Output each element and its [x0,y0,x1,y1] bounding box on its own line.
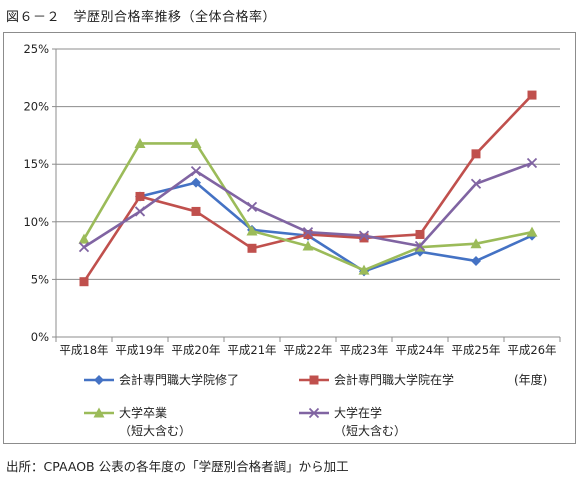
data-point [190,137,202,148]
legend-marker [94,375,104,385]
data-point [134,137,146,148]
y-axis: 0% 5% 10% 15% 20% 25% [23,42,57,344]
x-tick-label: 平成23年 [339,343,388,357]
series-3 [78,137,538,275]
x-tick-label: 平成26年 [507,343,556,357]
data-point [78,242,90,253]
y-tick-label: 5% [31,272,49,286]
y-tick-label: 10% [23,215,49,229]
legend-item: 会計専門職大学院在学 [299,372,454,387]
x-marker-stroke [308,407,320,419]
series-1 [135,177,537,277]
series-line [82,142,533,272]
data-point [191,206,201,216]
legend-marker [308,407,320,419]
y-tick-label: 20% [23,100,49,114]
data-point [358,230,370,241]
y-tick-label: 15% [23,157,49,171]
data-point [302,227,314,238]
x-marker-stroke [414,240,426,252]
legend-marker [93,407,105,418]
x-marker-stroke [190,165,202,177]
series-line [82,94,533,283]
series-4 [78,157,538,253]
data-point [303,229,313,239]
x-tick-label: 平成20年 [171,343,220,357]
x-marker-stroke [470,178,482,189]
y-tick-label: 25% [23,42,49,56]
data-point [302,240,314,251]
x-axis: 平成18年 平成19年 平成20年 平成21年 平成22年 平成23年 平成24年 平成25年… [55,337,561,357]
data-point [471,149,481,159]
legend-label: 大学卒業 [119,405,167,420]
legend-label: 会計専門職大学院修了 [119,372,239,387]
data-point [246,225,258,236]
data-point [135,191,145,201]
data-point [527,90,537,100]
legend-label: 大学在学 [334,405,382,420]
legend-marker [309,375,319,385]
data-point [526,157,538,169]
x-unit-label: (年度) [514,372,547,387]
figure-title: 図６－２ 学歴別合格率推移（全体合格率） [6,10,277,25]
data-point [470,238,482,249]
x-marker-stroke [526,157,538,169]
data-point [246,201,258,212]
data-point [470,178,482,189]
data-point [359,233,369,243]
data-point [134,206,146,217]
data-point [414,240,426,252]
legend-item: 大学卒業 （短大含む） [84,405,191,438]
data-point [415,229,425,239]
data-point [526,226,538,237]
source-note: 出所：CPAAOB 公表の各年度の「学歴別合格者調」から加工 [6,459,349,474]
x-tick-label: 平成21年 [227,343,276,357]
x-marker-stroke [358,230,370,241]
gridlines [56,48,560,338]
y-tick-label: 0% [31,330,49,344]
series-group [78,90,538,287]
data-point [358,264,370,275]
legend-item: 会計専門職大学院修了 [84,372,239,387]
x-marker-stroke [246,201,258,212]
x-tick-label: 平成24年 [395,343,444,357]
legend-label-line2: （短大含む） [334,423,406,438]
data-point [191,177,201,188]
legend-label: 会計専門職大学院在学 [334,372,454,387]
legend-item: 大学在学 （短大含む） [299,405,406,438]
line-chart: 0%5%10%15%20%25% 平成18年 平成19年 平成20年 平成21年 平成2… [23,42,561,438]
x-tick-label: 平成25年 [451,343,500,357]
data-point [247,243,257,253]
x-tick-label: 平成19年 [115,343,164,357]
x-tick-label: 平成18年 [59,343,108,357]
x-marker-stroke [78,242,90,253]
series-2 [79,90,537,287]
chart-frame: 0% 5% 10% 15% 20% 25% 平成18年 平成19年 平成20年 平成21年 平成2… [3,32,576,444]
data-point [79,277,89,287]
series-line [139,181,533,273]
legend-label-line2: （短大含む） [119,423,191,438]
x-tick-label: 平成22年 [283,343,332,357]
x-marker-stroke [134,206,146,217]
data-point [471,255,481,266]
x-marker-stroke [302,227,314,238]
data-point [190,165,202,177]
data-point [78,233,90,244]
